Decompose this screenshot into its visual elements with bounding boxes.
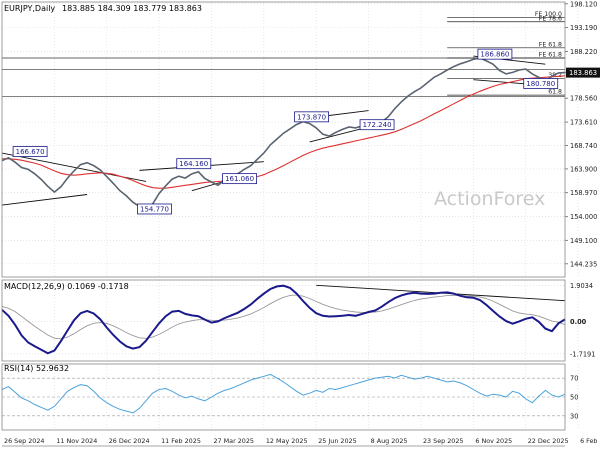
x-tick-label: 6 Nov 2025 [475,437,512,445]
x-tick-label: 6 Feb 2026 [580,437,600,445]
x-tick-label: 27 Mar 2025 [213,437,254,445]
x-tick-label: 26 Sep 2024 [4,437,45,445]
price-y-tick-label: 193.190 [570,24,597,32]
price-line [1,57,566,211]
price-y-tick-label: 173.610 [570,119,597,127]
fib-level-label: FE 61.8 [539,51,562,58]
trendline [309,126,369,143]
price-y-tick-label: 158.970 [570,189,597,197]
x-tick-label: 25 Jun 2025 [318,437,356,445]
price-annotation-label: 166.670 [16,148,45,156]
fib-level-label: 61.8 [548,89,562,96]
watermark: ActionForex [434,188,545,210]
price-annotation-box [12,146,48,157]
price-y-tick-label: 178.560 [570,95,597,103]
macd-y-tick-label: 1.9034 [570,282,593,290]
price-y-tick-label: 198.120 [570,0,597,8]
price-annotation-box [477,48,513,60]
panel-frame-price [1,1,566,278]
price-annotation-box [137,203,172,215]
price-title: EURJPY,Daily [4,4,55,13]
price-annotation-box [222,173,257,185]
last-price-tag [566,67,600,78]
x-tick-label: 11 Feb 2025 [161,437,201,445]
price-y-tick-label: 149.100 [570,237,597,245]
fib-level-label: 38.2 [548,72,562,79]
price-annotation-label: 173.870 [297,113,326,121]
price-y-tick-label: 163.900 [570,165,597,173]
rsi-title: RSI(14) 52.9632 [4,364,69,373]
panel-frame-macd [1,279,566,362]
x-tick-label: 8 Aug 2025 [371,437,408,445]
price-annotation-label: 172.240 [363,121,392,129]
fib-level-label: FE 100.0 [535,11,562,18]
price-annotation-box [176,158,212,170]
macd-panel [1,284,566,355]
price-annotation-box [359,119,395,131]
price-y-tick-label: 188.220 [570,48,597,56]
ohlc-label: 183.885 184.309 183.779 183.863 [62,4,202,13]
macd-line [1,284,566,355]
x-tick-label: 12 May 2025 [266,437,308,445]
fib-level-label: FE 61.8 [539,41,562,48]
rsi-y-tick-label: 70 [570,375,578,383]
x-tick-label: 22 Dec 2025 [528,437,569,445]
price-annotation-label: 186.860 [480,51,509,59]
rsi-y-tick-label: 50 [570,394,578,402]
price-y-tick-label: 154.000 [570,213,597,221]
price-annotation-label: 180.780 [526,80,555,88]
x-tick-label: 26 Dec 2024 [109,437,150,445]
price-panel: FE 100.0FE 78.6 FE 61.8 FE 61.8 38.2 61.8 166… [1,11,566,215]
price-annotation-label: 154.770 [140,205,169,213]
rsi-line [1,373,566,414]
price-annotation-box [294,111,329,123]
fib-level-label: FE 78.6 [539,15,562,22]
rsi-panel [1,373,566,414]
price-y-tick-label: 168.740 [570,142,597,150]
price-annotation-label: 164.160 [179,160,208,168]
price-annotation-box [523,78,559,89]
panel-frame-rsi [1,363,566,431]
x-tick-label: 23 Sep 2025 [423,437,464,445]
last-price-label: 183.863 [569,69,597,77]
x-tick-label: 11 Nov 2024 [56,437,97,445]
ema-line [2,75,566,189]
grid [1,2,579,430]
trendline [1,194,88,206]
price-y-tick-label: 144.235 [570,260,597,268]
macd-signal-line [1,294,566,340]
macd-y-tick-label: -1.7191 [570,350,595,358]
price-annotation-label: 161.060 [225,175,254,183]
macd-y-tick-label: 0.00 [570,318,587,326]
rsi-y-tick-label: 30 [570,412,578,420]
macd-title: MACD(12,26,9) 0.1069 -0.1718 [4,282,129,291]
